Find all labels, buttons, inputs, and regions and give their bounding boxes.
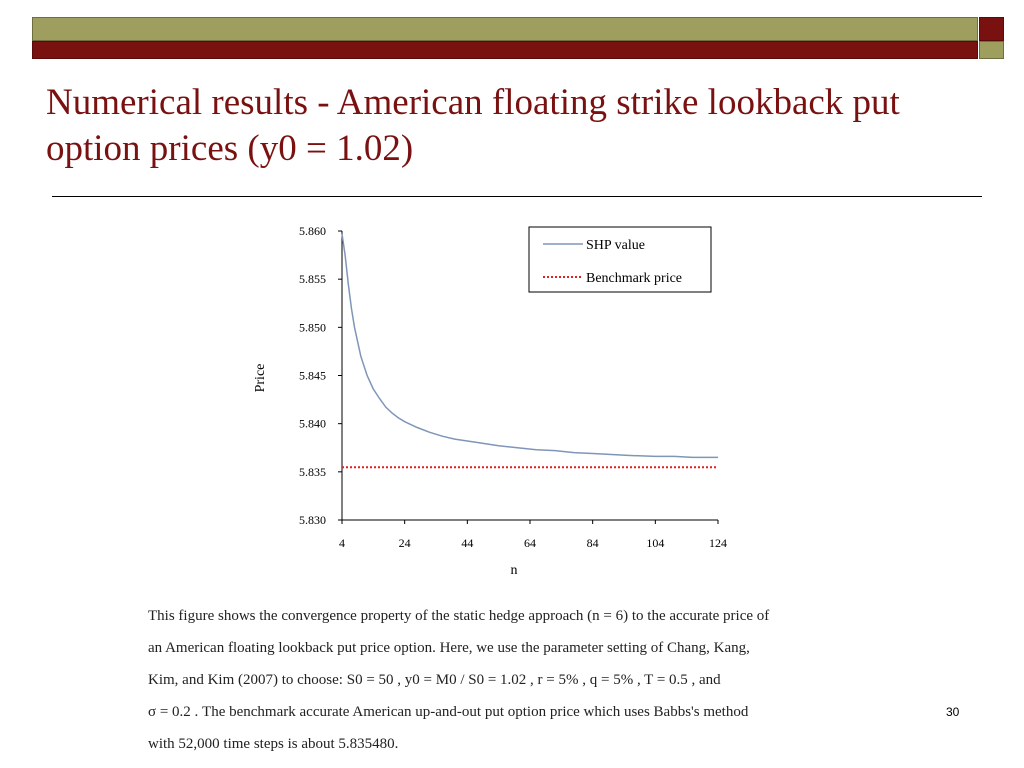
title-divider (52, 196, 982, 197)
convergence-chart: 5.830 5.835 5.840 5.845 5.850 5.855 5.860 4 24 44… (253, 224, 727, 578)
x-tick-label: 124 (709, 536, 727, 550)
y-tick-label: 5.850 (299, 320, 326, 334)
y-tick-label: 5.835 (299, 465, 326, 479)
series-line-shp-value (341, 233, 718, 459)
y-tick-label: 5.855 (299, 272, 326, 286)
slide-title: Numerical results - American floating st… (46, 82, 900, 169)
y-tick-label: 5.860 (299, 224, 326, 238)
legend-label-benchmark: Benchmark price (586, 271, 682, 286)
y-tick-label: 5.830 (299, 513, 326, 527)
caption-line-4: σ = 0.2 . The benchmark accurate America… (148, 704, 749, 720)
header-maroon-bar (32, 41, 978, 59)
figure-caption: This figure shows the convergence proper… (148, 600, 882, 760)
x-tick-label: 104 (646, 536, 664, 550)
caption-line-1: This figure shows the convergence proper… (148, 608, 770, 624)
legend-box (528, 226, 712, 293)
header-olive-bar (32, 17, 978, 41)
chart-legend: SHP value Benchmark price (528, 226, 712, 293)
y-axis-label: Price (253, 364, 268, 393)
corner-olive-square (979, 41, 1004, 59)
x-tick-label: 64 (524, 536, 536, 550)
x-axis-label: n (511, 563, 518, 578)
corner-maroon-square (979, 17, 1004, 41)
caption-line-3: Kim, and Kim (2007) to choose: S0 = 50 ,… (148, 672, 721, 688)
caption-line-5: with 52,000 time steps is about 5.835480… (148, 736, 399, 752)
x-tick-label: 24 (399, 536, 411, 550)
y-tick-label: 5.845 (299, 369, 326, 383)
x-tick-label: 4 (339, 536, 345, 550)
page-number: 30 (946, 705, 960, 719)
caption-line-2: an American floating lookback put price … (148, 640, 750, 656)
legend-label-shp: SHP value (586, 238, 645, 253)
y-tick-label: 5.840 (299, 417, 326, 431)
x-tick-label: 44 (461, 536, 473, 550)
x-tick-label: 84 (587, 536, 599, 550)
